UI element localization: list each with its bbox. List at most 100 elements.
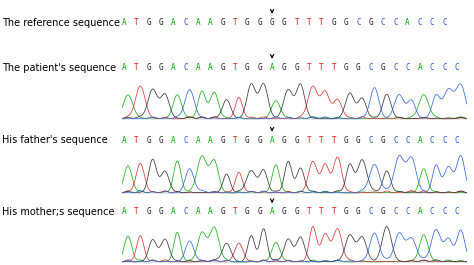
Text: C: C: [405, 207, 410, 217]
Text: A: A: [270, 207, 274, 217]
Text: G: G: [344, 18, 348, 27]
Text: The reference sequence: The reference sequence: [2, 17, 120, 28]
Text: G: G: [368, 18, 373, 27]
Text: G: G: [356, 63, 361, 72]
Text: A: A: [122, 63, 127, 72]
Text: C: C: [442, 136, 447, 145]
Text: A: A: [418, 63, 422, 72]
Text: A: A: [418, 136, 422, 145]
Text: G: G: [381, 136, 385, 145]
Text: G: G: [159, 136, 164, 145]
Text: T: T: [331, 136, 336, 145]
Text: T: T: [134, 18, 139, 27]
Text: A: A: [171, 18, 176, 27]
Text: C: C: [418, 18, 422, 27]
Text: T: T: [233, 63, 237, 72]
Text: C: C: [183, 18, 188, 27]
Text: G: G: [257, 18, 262, 27]
Text: C: C: [183, 63, 188, 72]
Text: C: C: [430, 136, 435, 145]
Text: A: A: [418, 207, 422, 217]
Text: G: G: [146, 63, 151, 72]
Text: C: C: [430, 63, 435, 72]
Text: T: T: [134, 136, 139, 145]
Text: G: G: [257, 136, 262, 145]
Text: C: C: [381, 18, 385, 27]
Text: T: T: [319, 63, 324, 72]
Text: C: C: [183, 207, 188, 217]
Text: C: C: [393, 63, 398, 72]
Text: A: A: [171, 63, 176, 72]
Text: G: G: [381, 63, 385, 72]
Text: G: G: [245, 207, 250, 217]
Text: T: T: [319, 207, 324, 217]
Text: C: C: [442, 63, 447, 72]
Text: T: T: [331, 63, 336, 72]
Text: A: A: [196, 136, 201, 145]
Text: T: T: [331, 207, 336, 217]
Text: G: G: [270, 18, 274, 27]
Text: G: G: [282, 18, 287, 27]
Text: A: A: [208, 63, 213, 72]
Text: G: G: [257, 63, 262, 72]
Text: A: A: [196, 18, 201, 27]
Text: A: A: [196, 207, 201, 217]
Text: G: G: [294, 136, 299, 145]
Text: C: C: [430, 18, 435, 27]
Text: G: G: [381, 207, 385, 217]
Text: A: A: [208, 207, 213, 217]
Text: G: G: [159, 63, 164, 72]
Text: G: G: [245, 136, 250, 145]
Text: G: G: [159, 207, 164, 217]
Text: A: A: [171, 207, 176, 217]
Text: G: G: [294, 207, 299, 217]
Text: A: A: [208, 18, 213, 27]
Text: T: T: [307, 136, 311, 145]
Text: C: C: [405, 136, 410, 145]
Text: A: A: [122, 136, 127, 145]
Text: G: G: [146, 207, 151, 217]
Text: T: T: [307, 207, 311, 217]
Text: C: C: [442, 18, 447, 27]
Text: A: A: [122, 18, 127, 27]
Text: C: C: [455, 207, 459, 217]
Text: A: A: [196, 63, 201, 72]
Text: A: A: [171, 136, 176, 145]
Text: T: T: [307, 63, 311, 72]
Text: G: G: [257, 207, 262, 217]
Text: A: A: [270, 63, 274, 72]
Text: His father's sequence: His father's sequence: [2, 135, 108, 145]
Text: C: C: [393, 207, 398, 217]
Text: The patient's sequence: The patient's sequence: [2, 63, 117, 73]
Text: C: C: [393, 18, 398, 27]
Text: G: G: [282, 136, 287, 145]
Text: G: G: [220, 18, 225, 27]
Text: A: A: [122, 207, 127, 217]
Text: G: G: [220, 63, 225, 72]
Text: C: C: [393, 136, 398, 145]
Text: C: C: [442, 207, 447, 217]
Text: T: T: [307, 18, 311, 27]
Text: G: G: [220, 207, 225, 217]
Text: C: C: [368, 207, 373, 217]
Text: G: G: [356, 207, 361, 217]
Text: A: A: [270, 136, 274, 145]
Text: G: G: [282, 63, 287, 72]
Text: G: G: [146, 18, 151, 27]
Text: T: T: [134, 63, 139, 72]
Text: G: G: [282, 207, 287, 217]
Text: T: T: [233, 136, 237, 145]
Text: G: G: [344, 63, 348, 72]
Text: G: G: [220, 136, 225, 145]
Text: C: C: [430, 207, 435, 217]
Text: G: G: [159, 18, 164, 27]
Text: T: T: [134, 207, 139, 217]
Text: G: G: [356, 136, 361, 145]
Text: T: T: [294, 18, 299, 27]
Text: G: G: [344, 136, 348, 145]
Text: A: A: [405, 18, 410, 27]
Text: His mother;s sequence: His mother;s sequence: [2, 207, 115, 217]
Text: T: T: [233, 207, 237, 217]
Text: C: C: [455, 136, 459, 145]
Text: T: T: [233, 18, 237, 27]
